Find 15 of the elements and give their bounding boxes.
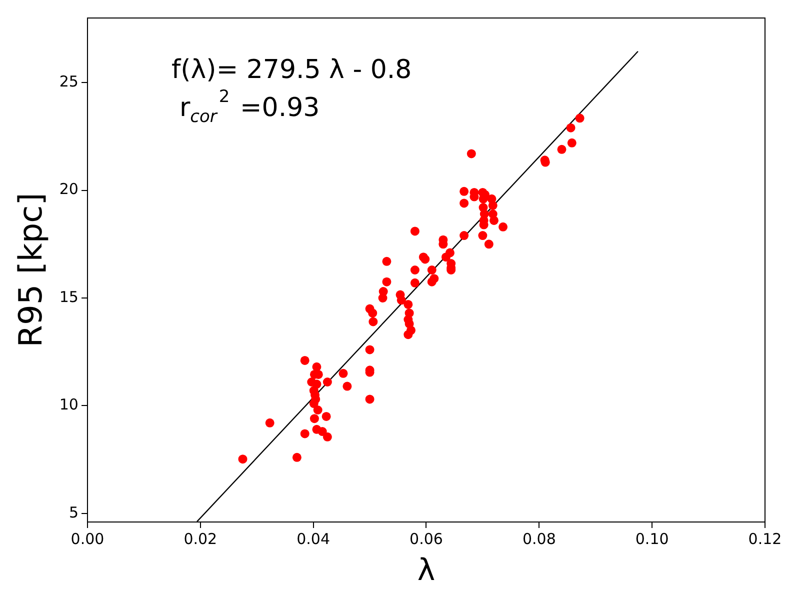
- x-tick-label: 0.10: [635, 530, 669, 548]
- x-axis-title: λ: [417, 552, 436, 588]
- x-tick-label: 0.00: [70, 530, 104, 548]
- x-tick-label: 0.12: [748, 530, 782, 548]
- y-axis-title: R95 [kpc]: [12, 192, 50, 348]
- y-tick-label: 10: [59, 396, 78, 414]
- y-tick-label: 5: [68, 503, 78, 522]
- x-tick-label: 0.04: [296, 530, 330, 548]
- x-tick-label: 0.02: [184, 530, 218, 548]
- x-tick-label: 0.08: [522, 530, 556, 548]
- y-tick-label: 25: [59, 72, 78, 91]
- y-tick-label: 15: [59, 288, 78, 306]
- annotation: f(λ)= 279.5 λ - 0.8: [171, 55, 412, 85]
- x-tick-label: 0.06: [410, 530, 443, 548]
- y-tick-label: 20: [59, 180, 78, 198]
